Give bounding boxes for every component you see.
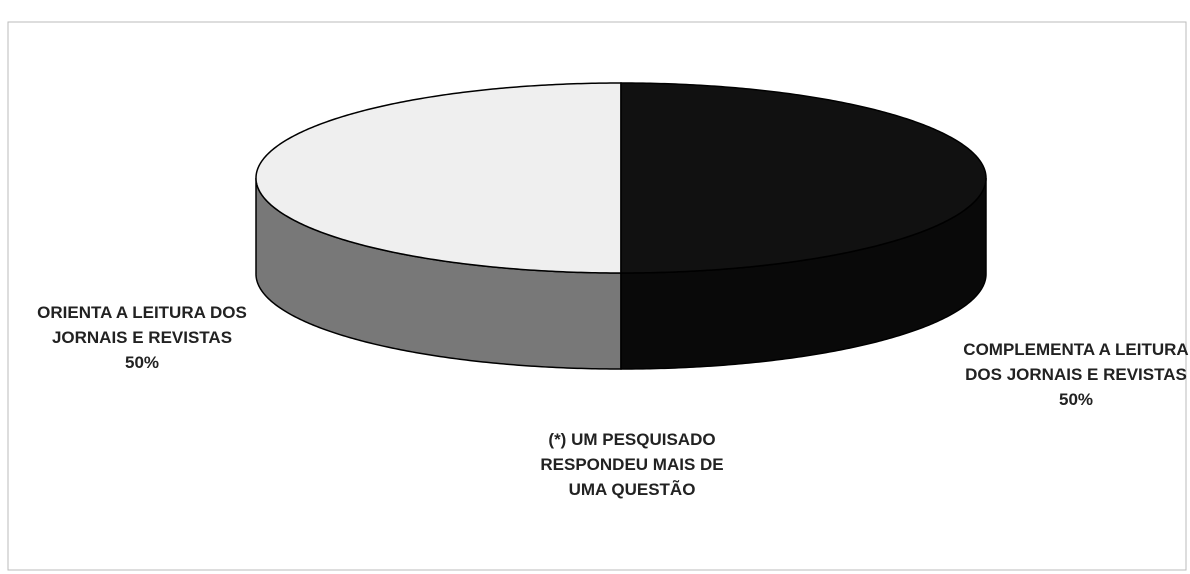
annotation: (*) UM PESQUISADO RESPONDEU MAIS DE UMA …: [540, 430, 724, 499]
slice: [255, 82, 622, 274]
category-label: ORIENTA A LEITURA DOS JORNAIS E REVISTAS: [37, 303, 247, 347]
category-label: COMPLEMENTA A LEITURA DOS JORNAIS E REVI…: [963, 340, 1189, 384]
slice: [620, 82, 987, 274]
slice-label: ORIENTA A LEITURA DOS JORNAIS E REVISTAS…: [22, 300, 262, 375]
slice-label: COMPLEMENTA A LEITURA DOS JORNAIS E REVI…: [958, 337, 1190, 412]
frame: [7, 21, 1187, 571]
value-label: 50%: [1058, 390, 1094, 409]
value-label: 50%: [124, 353, 160, 372]
